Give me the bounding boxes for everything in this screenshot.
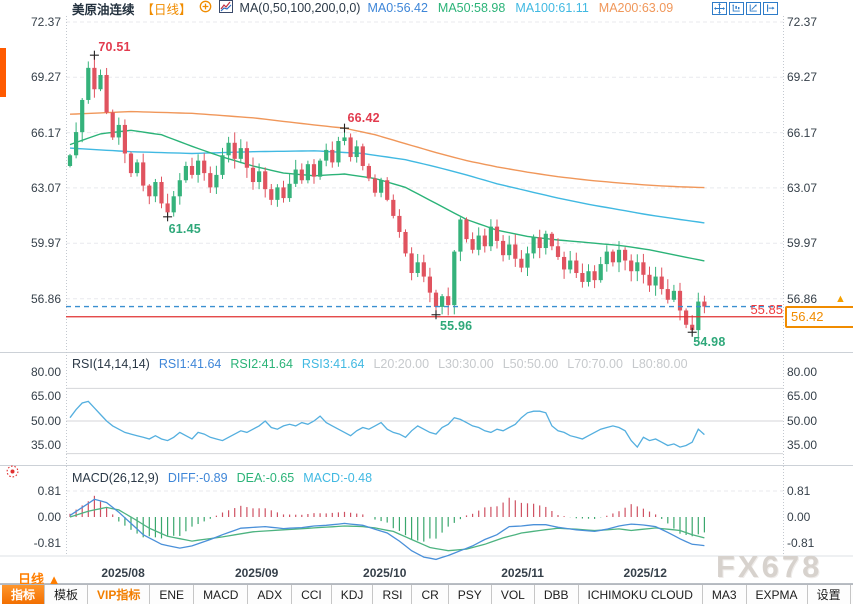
sidebar-orange-strip[interactable]	[0, 48, 6, 97]
symbol-title: 美原油连续	[72, 2, 135, 17]
chart-toolbar	[712, 2, 778, 15]
jump-latest-icon[interactable]	[763, 2, 778, 15]
x-axis-label: 2025/11	[501, 566, 544, 580]
price-axis-label-left: 69.27	[30, 70, 61, 85]
x-axis-label: 2025/08	[101, 566, 145, 580]
macd-title: MACD(26,12,9)	[72, 471, 159, 485]
macd-axis-label-left: -0.81	[33, 536, 61, 550]
macd-axis-label-left: 0.81	[37, 483, 61, 498]
scroll-latest-arrow-icon[interactable]: ▲	[835, 293, 846, 305]
tab-VOL[interactable]: VOL	[492, 585, 535, 604]
price-axis-label-left: 56.86	[30, 291, 61, 306]
macd-axis-label-right: 0.81	[787, 483, 811, 498]
rsi-axis-label-right: 65.00	[787, 389, 818, 404]
rsi-legend-item: RSI3:41.64	[301, 357, 365, 371]
macd-legend-item: DIFF:-0.89	[167, 471, 228, 485]
rsi-legend-item: RSI2:41.64	[230, 357, 293, 371]
tab-ICHIMOKU CLOUD[interactable]: ICHIMOKU CLOUD	[579, 585, 703, 604]
price-axis-label-left: 63.07	[30, 180, 61, 195]
ma-legend-item: MA0:56.42	[367, 1, 428, 15]
watermark: FX678	[716, 549, 823, 584]
price-axis-label-right: 66.17	[787, 125, 818, 140]
circle-plus-icon[interactable]	[199, 0, 212, 16]
price-annotation: 61.45	[168, 221, 201, 236]
tab-RSI[interactable]: RSI	[373, 585, 413, 604]
x-axis-label: 2025/10	[363, 566, 407, 580]
tab-MACD[interactable]: MACD	[194, 585, 249, 604]
price-axis-label-right: 59.97	[787, 236, 818, 251]
price-axis-label-left: 72.37	[30, 15, 61, 29]
tab-CR[interactable]: CR	[412, 585, 449, 604]
rsi-axis-label-left: 80.00	[30, 365, 61, 379]
tab-EXPMA[interactable]: EXPMA	[747, 585, 808, 604]
rsi-level-label: L50:50.00	[502, 357, 559, 371]
x-axis-label: 2025/09	[234, 566, 279, 580]
tab-设置[interactable]: 设置	[808, 585, 851, 604]
price-annotation: 66.42	[347, 111, 380, 126]
price-axis-label-right: 63.07	[787, 180, 818, 195]
price-axis-label-right: 69.27	[787, 70, 818, 85]
marker-tool-icon[interactable]	[5, 464, 20, 479]
macd-axis-label-right: -0.81	[787, 536, 815, 550]
rsi-level-label: L30:30.00	[438, 357, 494, 371]
rsi-level-label: L80:80.00	[631, 357, 688, 371]
ma-legend-item: MA200:63.09	[598, 1, 674, 15]
rsi-legend-item: RSI1:41.64	[158, 357, 222, 371]
macd-legend-item: MACD:-0.48	[303, 471, 373, 485]
macd-panel-header: MACD(26,12,9) DIFF:-0.89 DEA:-0.65 MACD:-0…	[72, 471, 372, 485]
tab-模板[interactable]: 模板	[45, 585, 89, 604]
macd-axis-label-left: 0.00	[37, 510, 61, 524]
tab-ADX[interactable]: ADX	[248, 585, 293, 604]
price-annotation: 70.51	[98, 40, 131, 55]
chart-header: 美原油连续 【日线】 MA(0,50,100,200,0,0) MA0:56.4…	[72, 0, 673, 17]
x-axis-label: 2025/12	[623, 566, 667, 580]
tab-指标[interactable]: 指标	[2, 585, 46, 604]
macd-legend-item: DEA:-0.65	[236, 471, 295, 485]
tab-DBB[interactable]: DBB	[535, 585, 579, 604]
tab-VIP指标[interactable]: VIP指标	[88, 585, 151, 604]
rsi-axis-label-left: 65.00	[30, 389, 61, 404]
level-price-label: 55.85	[750, 302, 783, 317]
price-annotation: 55.96	[440, 318, 473, 333]
rsi-axis-label-right: 50.00	[787, 413, 818, 428]
triangle-up-icon: ▲	[47, 572, 61, 587]
rsi-axis-label-right: 35.00	[787, 438, 818, 453]
price-axis-label-right: 72.37	[787, 15, 818, 29]
period-selector-label: 日线	[18, 572, 45, 587]
tab-PSY[interactable]: PSY	[449, 585, 492, 604]
price-axis-label-left: 66.17	[30, 125, 61, 140]
period-selector[interactable]: 日线 ▲	[18, 569, 61, 588]
rsi-panel-header: RSI(14,14,14) RSI1:41.64 RSI2:41.64 RSI3:4…	[72, 357, 688, 371]
ma-legend-item: MA100:61.11	[515, 1, 589, 15]
tab-MA3[interactable]: MA3	[703, 585, 747, 604]
axis-arrow-icon[interactable]	[746, 2, 761, 15]
rsi-axis-label-left: 50.00	[30, 413, 61, 428]
mini-chart-icon[interactable]	[218, 0, 233, 16]
price-annotation: 54.98	[693, 335, 726, 350]
move-crosshair-icon[interactable]	[712, 2, 727, 15]
price-axis-label-left: 59.97	[30, 236, 61, 251]
last-price-tag: 56.42	[785, 306, 853, 328]
rsi-axis-label-left: 35.00	[30, 438, 61, 453]
tab-ENE[interactable]: ENE	[150, 585, 195, 604]
rsi-level-label: L20:20.00	[373, 357, 430, 371]
chart-canvas[interactable]	[0, 0, 853, 584]
tab-CCI[interactable]: CCI	[292, 585, 332, 604]
rsi-title: RSI(14,14,14)	[72, 357, 150, 371]
tab-KDJ[interactable]: KDJ	[332, 585, 374, 604]
axis-candle-icon[interactable]	[729, 2, 744, 15]
rsi-level-label: L70:70.00	[567, 357, 623, 371]
indicator-tabbar: 指标 模板 VIP指标 ENE MACD ADX CCI KDJ RSI CR PSY VOL DBB I…	[0, 584, 853, 604]
ma-legend-item: MA50:58.98	[437, 1, 506, 15]
period-tag: 【日线】	[141, 2, 192, 17]
ma-legend: MA0:56.42 MA50:58.98 MA100:61.11 MA200:63.0…	[367, 1, 673, 15]
ma-params-label: MA(0,50,100,200,0,0)	[239, 1, 361, 15]
macd-axis-label-right: 0.00	[787, 510, 811, 524]
rsi-axis-label-right: 80.00	[787, 365, 818, 379]
price-axis-label-right: 56.86	[787, 291, 818, 306]
